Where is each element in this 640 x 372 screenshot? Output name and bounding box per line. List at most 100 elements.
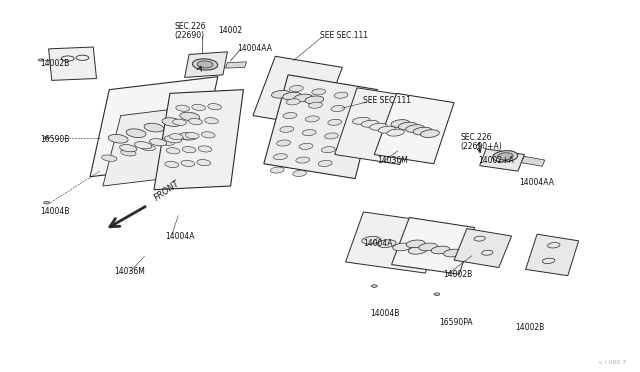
Ellipse shape xyxy=(162,118,182,126)
Text: (22690+A): (22690+A) xyxy=(461,142,502,151)
Ellipse shape xyxy=(353,117,370,124)
Ellipse shape xyxy=(182,147,196,153)
Ellipse shape xyxy=(377,240,396,247)
Ellipse shape xyxy=(271,90,291,98)
Ellipse shape xyxy=(286,99,300,105)
Polygon shape xyxy=(525,234,579,276)
Ellipse shape xyxy=(165,161,179,168)
Ellipse shape xyxy=(186,132,199,139)
Ellipse shape xyxy=(181,160,195,167)
Ellipse shape xyxy=(305,96,324,104)
Text: 14004A: 14004A xyxy=(166,231,195,241)
Ellipse shape xyxy=(38,59,44,61)
Ellipse shape xyxy=(280,126,294,132)
Text: SEE SEC.111: SEE SEC.111 xyxy=(320,31,368,41)
Ellipse shape xyxy=(121,150,136,156)
Ellipse shape xyxy=(208,103,221,110)
Ellipse shape xyxy=(120,145,137,152)
Ellipse shape xyxy=(302,129,316,136)
Text: 16590PA: 16590PA xyxy=(439,318,472,327)
Polygon shape xyxy=(264,75,378,179)
Ellipse shape xyxy=(398,122,417,130)
Ellipse shape xyxy=(144,123,164,132)
Polygon shape xyxy=(346,212,442,273)
Polygon shape xyxy=(103,105,211,186)
Ellipse shape xyxy=(324,133,339,139)
Text: 14002B: 14002B xyxy=(515,323,544,333)
Ellipse shape xyxy=(292,170,307,176)
Text: 14004AA: 14004AA xyxy=(237,44,272,53)
Ellipse shape xyxy=(179,133,196,140)
Ellipse shape xyxy=(197,160,211,166)
Ellipse shape xyxy=(420,130,440,137)
Polygon shape xyxy=(454,229,511,267)
Ellipse shape xyxy=(308,102,323,108)
Polygon shape xyxy=(479,149,524,171)
Text: (22690): (22690) xyxy=(174,31,205,41)
Ellipse shape xyxy=(197,61,213,68)
Ellipse shape xyxy=(193,59,218,70)
Text: c / 000 7: c / 000 7 xyxy=(599,360,627,365)
Polygon shape xyxy=(154,90,243,190)
Ellipse shape xyxy=(378,126,396,133)
Ellipse shape xyxy=(497,153,513,160)
Text: SEE SEC.111: SEE SEC.111 xyxy=(364,96,412,105)
Text: 14004AA: 14004AA xyxy=(519,178,554,187)
Ellipse shape xyxy=(108,134,128,143)
Ellipse shape xyxy=(270,167,284,173)
Polygon shape xyxy=(374,93,454,164)
Ellipse shape xyxy=(140,144,156,151)
Ellipse shape xyxy=(192,104,205,110)
Ellipse shape xyxy=(444,249,462,257)
Ellipse shape xyxy=(370,123,387,130)
Text: 14036M: 14036M xyxy=(378,155,408,164)
Ellipse shape xyxy=(283,92,301,100)
Ellipse shape xyxy=(299,143,313,150)
Ellipse shape xyxy=(44,201,49,204)
Ellipse shape xyxy=(331,106,345,112)
Ellipse shape xyxy=(189,118,202,125)
Ellipse shape xyxy=(371,285,377,287)
Ellipse shape xyxy=(328,119,342,125)
Ellipse shape xyxy=(170,134,183,140)
Ellipse shape xyxy=(173,119,186,125)
Text: 14002B: 14002B xyxy=(444,270,472,279)
Ellipse shape xyxy=(180,112,200,121)
Ellipse shape xyxy=(178,134,193,140)
Text: 14004B: 14004B xyxy=(40,208,70,217)
Ellipse shape xyxy=(294,94,312,102)
Ellipse shape xyxy=(176,105,189,111)
Text: 14002: 14002 xyxy=(218,26,242,35)
Ellipse shape xyxy=(334,92,348,98)
Polygon shape xyxy=(90,77,218,177)
Polygon shape xyxy=(392,218,474,274)
Ellipse shape xyxy=(296,157,310,163)
Ellipse shape xyxy=(44,137,49,139)
Ellipse shape xyxy=(305,116,319,122)
Polygon shape xyxy=(335,88,421,164)
Text: 14002B: 14002B xyxy=(40,59,70,68)
Ellipse shape xyxy=(361,120,379,127)
Ellipse shape xyxy=(312,89,326,95)
Ellipse shape xyxy=(318,160,332,166)
Ellipse shape xyxy=(406,240,425,248)
Ellipse shape xyxy=(387,129,404,136)
Ellipse shape xyxy=(202,132,215,138)
Polygon shape xyxy=(225,62,246,68)
Ellipse shape xyxy=(166,148,180,154)
Polygon shape xyxy=(521,156,545,166)
Ellipse shape xyxy=(362,237,381,244)
Ellipse shape xyxy=(493,151,518,162)
Text: 14036M: 14036M xyxy=(115,267,145,276)
Text: FRONT: FRONT xyxy=(153,179,181,203)
Text: SEC.226: SEC.226 xyxy=(461,133,492,142)
Ellipse shape xyxy=(393,243,412,251)
Ellipse shape xyxy=(431,246,450,254)
Ellipse shape xyxy=(413,127,432,135)
Ellipse shape xyxy=(126,129,146,138)
Ellipse shape xyxy=(134,142,152,149)
Ellipse shape xyxy=(273,154,287,160)
Ellipse shape xyxy=(276,140,291,146)
Polygon shape xyxy=(253,56,342,127)
Text: 14004B: 14004B xyxy=(370,310,399,318)
